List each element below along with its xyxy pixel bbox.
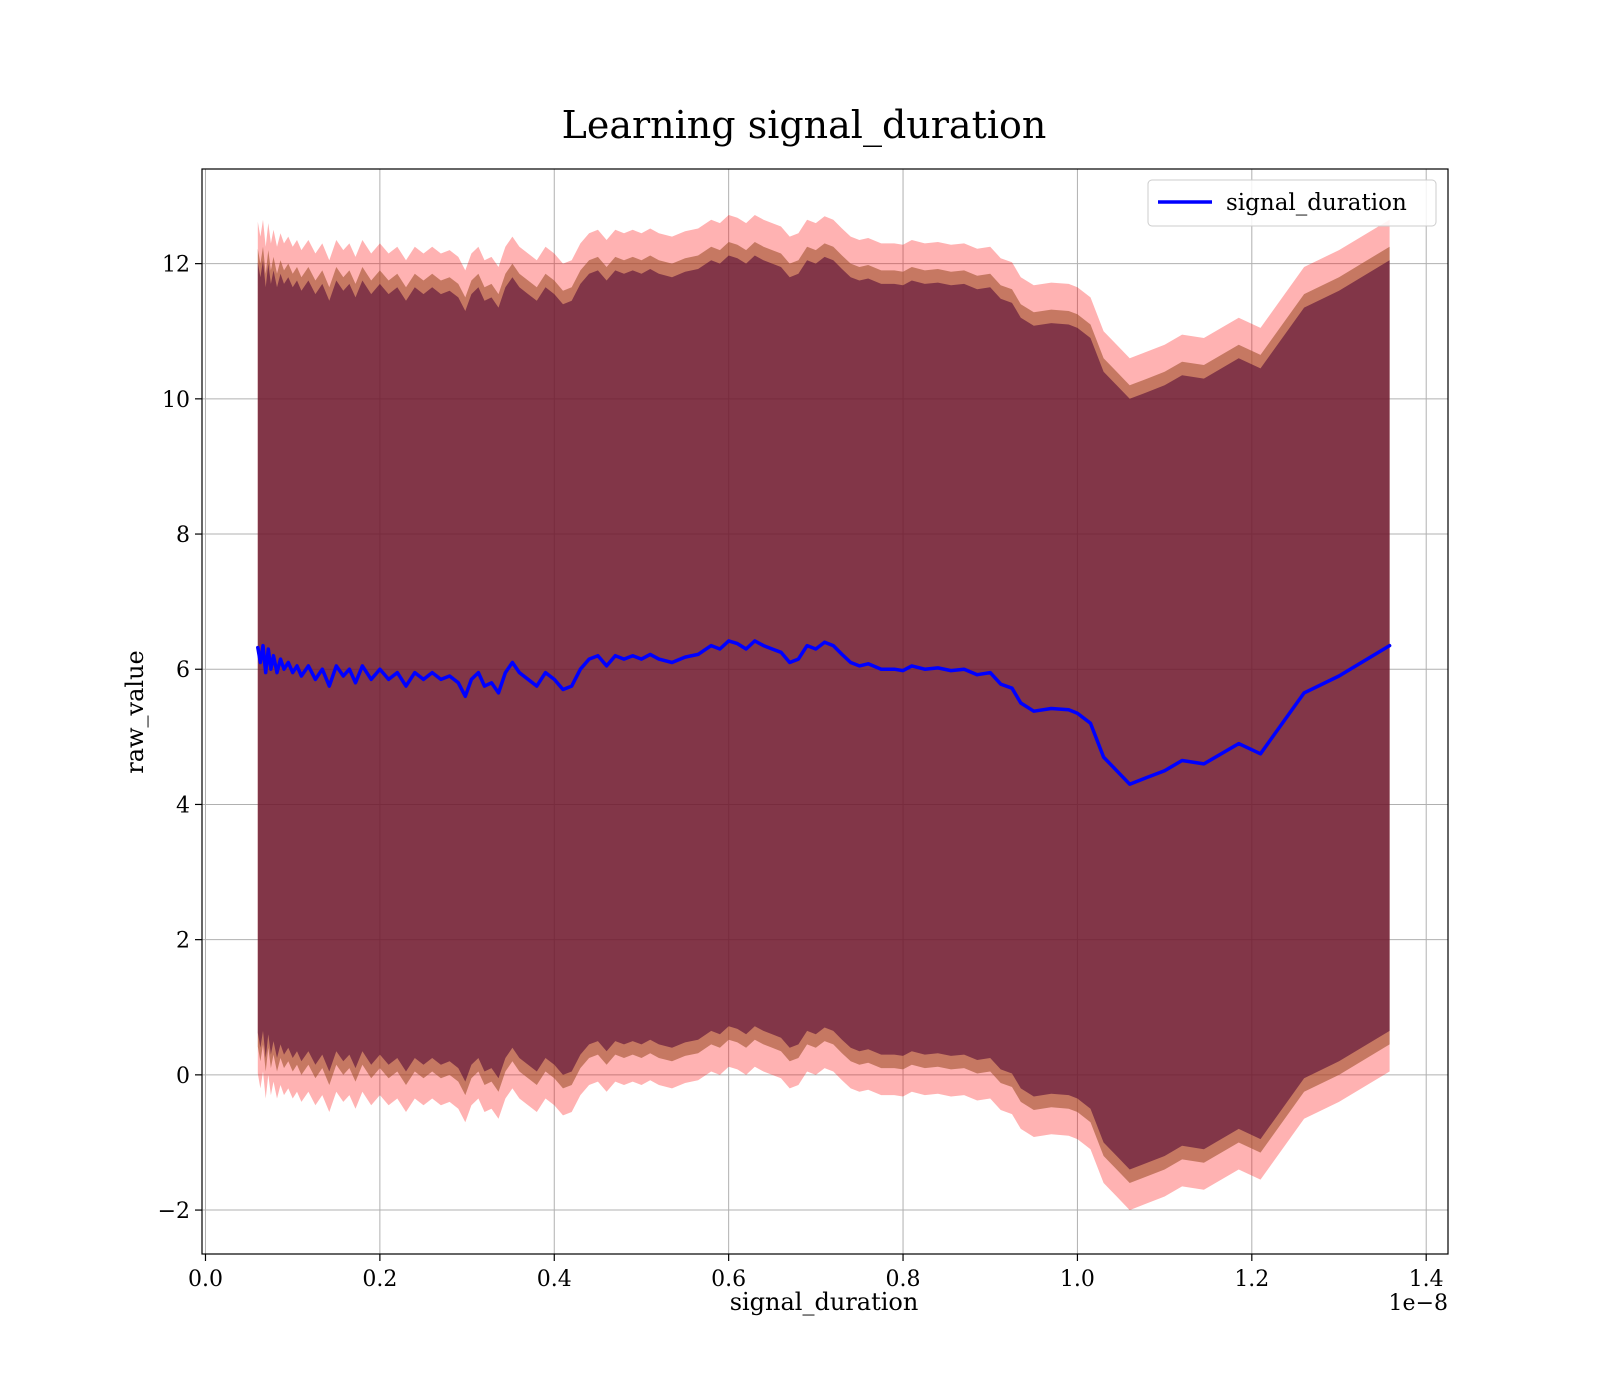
x-tick-label: 1.4	[1409, 1267, 1444, 1292]
y-tick-label: −2	[158, 1199, 190, 1224]
x-tick-label: 0.6	[711, 1267, 746, 1292]
x-tick-label: 0.2	[362, 1267, 397, 1292]
x-tick-label: 0.8	[886, 1267, 921, 1292]
chart-title: Learning signal_duration	[562, 103, 1047, 148]
y-tick-label: 10	[162, 388, 190, 413]
series-line-signal-duration	[256, 639, 1392, 786]
y-tick-label: 2	[176, 929, 190, 954]
y-tick-label: 6	[176, 658, 190, 683]
x-axis-offset-label: 1e−8	[1389, 1291, 1448, 1316]
x-tick-label: 0.0	[188, 1267, 223, 1292]
legend: signal_duration	[1147, 179, 1437, 227]
plot-frame	[201, 168, 1449, 1255]
x-tick-label: 1.0	[1060, 1267, 1095, 1292]
x-tick-label: 1.2	[1234, 1267, 1269, 1292]
series-lines	[256, 639, 1392, 786]
x-axis-ticks: 0.0 0.2 0.4 0.6 0.8 1.0 1.2 1.4	[188, 1254, 1444, 1292]
x-axis-label: signal_duration	[730, 1288, 919, 1316]
legend-entry-label: signal_duration	[1226, 190, 1407, 216]
y-tick-label: 0	[176, 1064, 190, 1089]
y-tick-label: 12	[162, 253, 190, 278]
inner-band	[257, 255, 1390, 1170]
legend-box	[1147, 179, 1437, 227]
y-axis-label: raw_value	[121, 650, 149, 774]
confidence-bands	[257, 215, 1390, 1211]
y-tick-label: 8	[176, 523, 190, 548]
x-tick-label: 0.4	[537, 1267, 572, 1292]
y-axis-ticks: −2 0 2 4 6 8 10 12	[158, 253, 202, 1224]
y-tick-label: 4	[176, 793, 190, 818]
